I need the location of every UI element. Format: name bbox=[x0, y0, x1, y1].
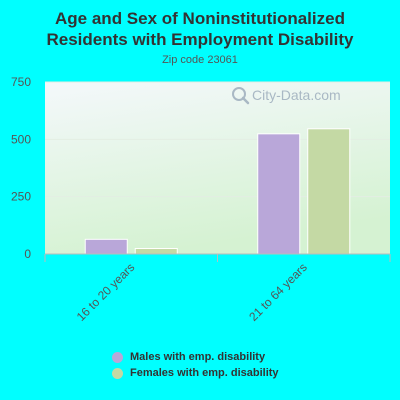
bars bbox=[84, 128, 351, 255]
y-tick-label: 250 bbox=[11, 190, 31, 204]
watermark: City-Data.com bbox=[232, 87, 341, 105]
legend-item-males: Males with emp. disability bbox=[112, 349, 279, 365]
legend: Males with emp. disability Females with … bbox=[112, 349, 279, 381]
magnifier-icon bbox=[232, 87, 246, 101]
chart-title: Age and Sex of Noninstitutionalized Resi… bbox=[0, 8, 400, 50]
bar-females bbox=[134, 247, 178, 255]
legend-label-females: Females with emp. disability bbox=[130, 367, 279, 379]
x-axis: 16 to 20 years 21 to 64 years bbox=[44, 253, 391, 324]
x-tick-label: 21 to 64 years bbox=[246, 260, 310, 324]
y-tick-label: 500 bbox=[11, 132, 31, 146]
bar-males bbox=[84, 238, 128, 255]
legend-swatch-females bbox=[112, 367, 123, 379]
x-tick-label: 16 to 20 years bbox=[74, 260, 138, 324]
y-tick-label: 750 bbox=[11, 75, 31, 89]
legend-swatch-males bbox=[112, 351, 123, 363]
y-tick-label: 0 bbox=[24, 247, 31, 261]
chart-title-line-1: Age and Sex of Noninstitutionalized bbox=[55, 9, 345, 28]
chart-subtitle: Zip code 23061 bbox=[162, 54, 238, 66]
chart-title-line-2: Residents with Employment Disability bbox=[46, 30, 354, 49]
bar-females bbox=[307, 128, 351, 255]
bar-males bbox=[257, 133, 301, 255]
legend-item-females: Females with emp. disability bbox=[112, 365, 279, 381]
y-axis: 0 250 500 750 bbox=[11, 75, 31, 261]
watermark-text: City-Data.com bbox=[252, 87, 341, 103]
legend-label-males: Males with emp. disability bbox=[130, 351, 266, 363]
